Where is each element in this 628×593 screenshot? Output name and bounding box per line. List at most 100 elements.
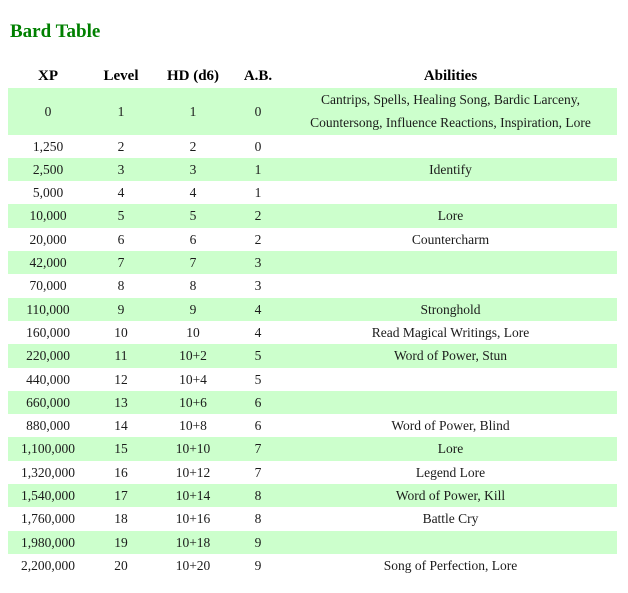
table-row: 1,760,000 18 10+16 8 Battle Cry bbox=[8, 507, 617, 531]
cell-xp: 880,000 bbox=[26, 418, 70, 434]
table-row: 440,000 12 10+4 5 bbox=[8, 367, 617, 391]
cell-abilities: Cantrips, Spells, Healing Song, Bardic L… bbox=[310, 92, 591, 131]
cell-hd: 10+4 bbox=[179, 371, 207, 387]
cell-level: 12 bbox=[114, 371, 128, 387]
cell-ab: 0 bbox=[254, 138, 262, 154]
cell-level: 4 bbox=[117, 185, 125, 201]
table-row: 2,200,000 20 10+20 9 Song of Perfection, Lor… bbox=[8, 553, 617, 578]
cell-xp: 1,980,000 bbox=[21, 534, 75, 550]
cell-hd: 10+12 bbox=[175, 464, 211, 480]
column-header-hd: HD (d6) bbox=[154, 65, 232, 88]
cell-level: 13 bbox=[114, 394, 128, 410]
cell-ab: 2 bbox=[254, 231, 262, 247]
table-row: 660,000 13 10+6 6 bbox=[8, 390, 617, 415]
cell-ab: 4 bbox=[254, 301, 262, 317]
cell-ab: 8 bbox=[254, 488, 262, 504]
table-body: 0 1 1 0 Cantrips, Spells, Healing Song, Bard… bbox=[8, 88, 617, 578]
cell-level: 8 bbox=[117, 278, 125, 294]
table-row: 1,320,000 16 10+12 7 Legend Lore bbox=[8, 460, 617, 485]
page-title: Bard Table bbox=[10, 21, 101, 42]
cell-level: 2 bbox=[117, 138, 125, 154]
table-row: 5,000 4 4 1 bbox=[8, 181, 617, 205]
cell-hd: 8 bbox=[189, 278, 197, 294]
table-row: 220,000 11 10+2 5 Word of Power, Stun bbox=[8, 344, 617, 368]
cell-abilities: Identify bbox=[429, 161, 472, 177]
cell-abilities bbox=[284, 135, 617, 158]
table-row: 10,000 5 5 2 Lore bbox=[8, 204, 617, 228]
cell-xp: 1,100,000 bbox=[21, 441, 75, 457]
cell-level: 11 bbox=[114, 348, 128, 364]
cell-ab: 5 bbox=[254, 371, 262, 387]
cell-ab: 9 bbox=[254, 557, 262, 573]
cell-hd: 10+20 bbox=[175, 557, 211, 573]
cell-xp: 20,000 bbox=[29, 231, 67, 247]
cell-hd: 2 bbox=[189, 138, 197, 154]
cell-hd: 6 bbox=[189, 231, 197, 247]
cell-ab: 7 bbox=[254, 464, 262, 480]
column-header-ab: A.B. bbox=[232, 65, 284, 88]
cell-abilities bbox=[284, 251, 617, 274]
cell-xp: 160,000 bbox=[26, 324, 70, 340]
cell-level: 15 bbox=[114, 441, 128, 457]
table-row: 160,000 10 10 4 Read Magical Writings, Lore bbox=[8, 320, 617, 345]
cell-level: 10 bbox=[114, 324, 128, 340]
cell-abilities bbox=[284, 391, 617, 414]
cell-xp: 440,000 bbox=[26, 371, 70, 387]
cell-abilities: Lore bbox=[437, 441, 464, 457]
cell-ab: 0 bbox=[254, 103, 262, 119]
table-row: 1,980,000 19 10+18 9 bbox=[8, 530, 617, 554]
cell-abilities bbox=[284, 181, 617, 204]
cell-hd: 10+18 bbox=[175, 534, 211, 550]
cell-level: 20 bbox=[114, 557, 128, 573]
cell-hd: 10+10 bbox=[175, 441, 211, 457]
table-header-row: XP Level HD (d6) A.B. Abilities bbox=[8, 65, 617, 88]
cell-hd: 10+16 bbox=[175, 511, 211, 527]
cell-level: 6 bbox=[117, 231, 125, 247]
cell-hd: 7 bbox=[189, 255, 197, 271]
cell-ab: 8 bbox=[254, 511, 262, 527]
cell-hd: 10 bbox=[186, 324, 200, 340]
cell-ab: 9 bbox=[254, 534, 262, 550]
cell-abilities: Read Magical Writings, Lore bbox=[371, 324, 530, 340]
cell-ab: 7 bbox=[254, 441, 262, 457]
table-row: 1,250 2 2 0 bbox=[8, 134, 617, 158]
cell-abilities: Battle Cry bbox=[422, 511, 479, 527]
cell-level: 1 bbox=[117, 103, 125, 119]
cell-level: 5 bbox=[117, 208, 125, 224]
cell-level: 14 bbox=[114, 418, 128, 434]
cell-ab: 6 bbox=[254, 394, 262, 410]
cell-xp: 70,000 bbox=[29, 278, 67, 294]
cell-hd: 9 bbox=[189, 301, 197, 317]
table-row: 0 1 1 0 Cantrips, Spells, Healing Song, Bard… bbox=[8, 88, 617, 135]
cell-xp: 1,250 bbox=[32, 138, 64, 154]
cell-hd: 10+14 bbox=[175, 488, 211, 504]
cell-abilities: Song of Perfection, Lore bbox=[383, 557, 518, 573]
cell-ab: 3 bbox=[254, 278, 262, 294]
table-row: 880,000 14 10+8 6 Word of Power, Blind bbox=[8, 414, 617, 438]
cell-abilities: Stronghold bbox=[420, 301, 481, 317]
cell-abilities: Countercharm bbox=[411, 231, 490, 247]
cell-level: 9 bbox=[117, 301, 125, 317]
cell-xp: 0 bbox=[44, 103, 52, 119]
cell-ab: 2 bbox=[254, 208, 262, 224]
cell-ab: 1 bbox=[254, 161, 262, 177]
column-header-xp: XP bbox=[8, 65, 88, 88]
cell-hd: 4 bbox=[189, 185, 197, 201]
cell-ab: 6 bbox=[254, 418, 262, 434]
cell-level: 7 bbox=[117, 255, 125, 271]
cell-ab: 3 bbox=[254, 255, 262, 271]
cell-hd: 3 bbox=[189, 161, 197, 177]
cell-abilities: Word of Power, Blind bbox=[391, 418, 510, 434]
table-row: 20,000 6 6 2 Countercharm bbox=[8, 227, 617, 252]
column-header-level: Level bbox=[88, 65, 154, 88]
cell-xp: 220,000 bbox=[26, 348, 70, 364]
column-header-abilities: Abilities bbox=[284, 65, 617, 88]
bard-table: XP Level HD (d6) A.B. Abilities 0 1 1 0 Cant… bbox=[8, 65, 617, 578]
cell-hd: 10+2 bbox=[179, 348, 207, 364]
cell-xp: 5,000 bbox=[32, 185, 64, 201]
cell-abilities: Legend Lore bbox=[415, 464, 486, 480]
cell-abilities: Word of Power, Kill bbox=[395, 488, 506, 504]
cell-level: 19 bbox=[114, 534, 128, 550]
cell-abilities bbox=[284, 274, 617, 297]
